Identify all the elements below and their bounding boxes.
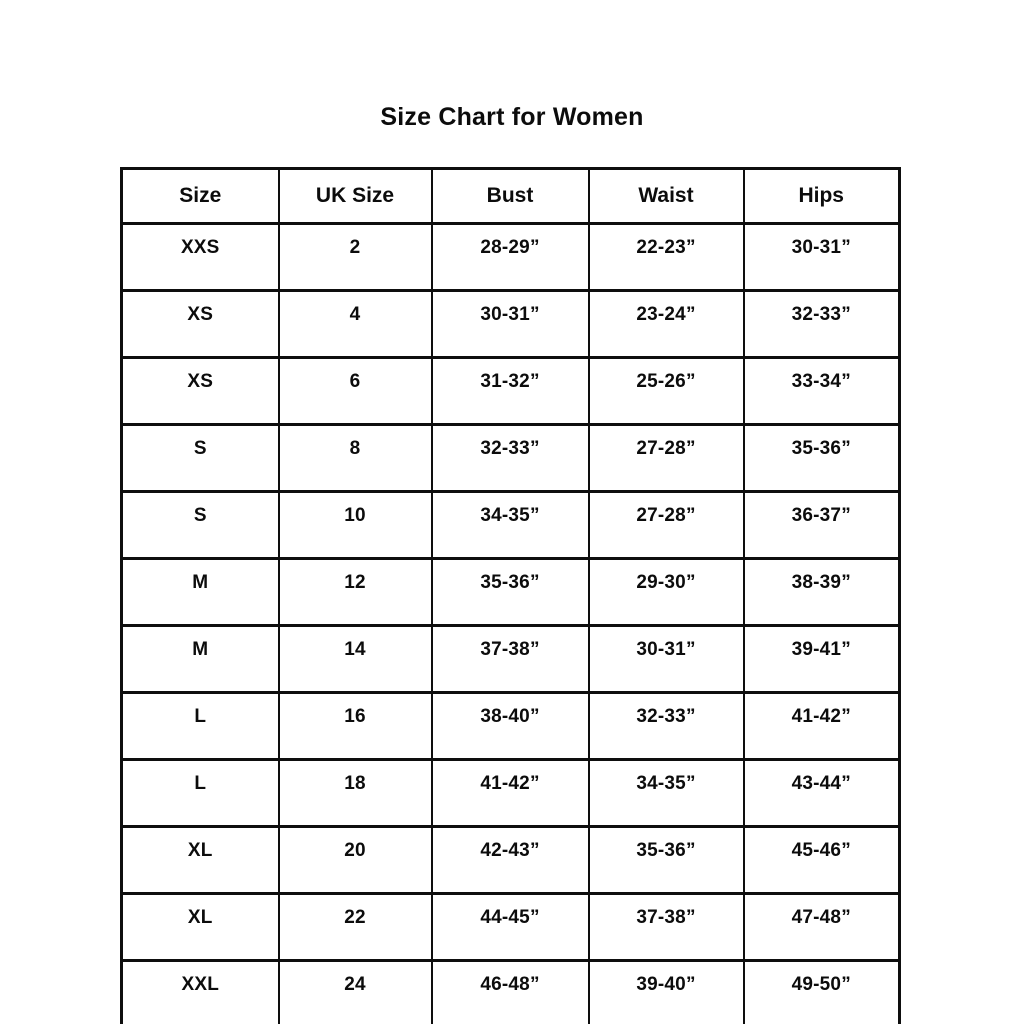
table-cell: 37-38” (430, 624, 590, 694)
table-cell: 46-48” (430, 959, 590, 1024)
column-header: Bust (430, 167, 590, 225)
table-row: M 12 35-36” 29-30” 38-39” (120, 557, 901, 627)
table-cell: 37-38” (587, 892, 745, 962)
table-cell: 41-42” (430, 758, 590, 828)
table-cell: 39-41” (742, 624, 901, 694)
table-cell: 42-43” (430, 825, 590, 895)
table-cell: 29-30” (587, 557, 745, 627)
table-cell: 38-40” (430, 691, 590, 761)
size-chart-table: Size UK Size Bust Waist Hips XXS 2 28-29” 22-23… (120, 167, 901, 1024)
table-row: M 14 37-38” 30-31” 39-41” (120, 624, 901, 694)
table-cell: 44-45” (430, 892, 590, 962)
table-cell: 31-32” (430, 356, 590, 426)
table-cell: 30-31” (587, 624, 745, 694)
table-cell: 27-28” (587, 423, 745, 493)
table-row: XS 4 30-31” 23-24” 32-33” (120, 289, 901, 359)
column-header: Waist (587, 167, 745, 225)
table-cell: 14 (277, 624, 433, 694)
table-header-row: Size UK Size Bust Waist Hips (120, 167, 901, 225)
table-cell: 12 (277, 557, 433, 627)
table-cell: 32-33” (742, 289, 901, 359)
table-row: L 16 38-40” 32-33” 41-42” (120, 691, 901, 761)
table-cell: 32-33” (430, 423, 590, 493)
table-cell: 24 (277, 959, 433, 1024)
table-cell: 36-37” (742, 490, 901, 560)
table-row: XXL 24 46-48” 39-40” 49-50” (120, 959, 901, 1024)
table-cell: XXS (120, 222, 280, 292)
table-cell: S (120, 423, 280, 493)
table-cell: 41-42” (742, 691, 901, 761)
table-cell: XS (120, 289, 280, 359)
table-row: XL 22 44-45” 37-38” 47-48” (120, 892, 901, 962)
table-cell: 35-36” (587, 825, 745, 895)
table-cell: M (120, 624, 280, 694)
table-cell: S (120, 490, 280, 560)
table-cell: 47-48” (742, 892, 901, 962)
table-cell: 30-31” (742, 222, 901, 292)
table-cell: 4 (277, 289, 433, 359)
table-cell: 34-35” (587, 758, 745, 828)
table-cell: XXL (120, 959, 280, 1024)
table-cell: L (120, 691, 280, 761)
table-row: XL 20 42-43” 35-36” 45-46” (120, 825, 901, 895)
table-body: XXS 2 28-29” 22-23” 30-31” XS 4 30-31” 23-24” 32-… (120, 222, 901, 1024)
table-cell: XS (120, 356, 280, 426)
table-cell: 33-34” (742, 356, 901, 426)
table-cell: 28-29” (430, 222, 590, 292)
table-cell: 18 (277, 758, 433, 828)
table-cell: 39-40” (587, 959, 745, 1024)
table-row: XXS 2 28-29” 22-23” 30-31” (120, 222, 901, 292)
table-cell: 27-28” (587, 490, 745, 560)
page-title: Size Chart for Women (380, 103, 644, 131)
table-cell: 22 (277, 892, 433, 962)
table-cell: M (120, 557, 280, 627)
table-cell: 8 (277, 423, 433, 493)
table-cell: 35-36” (742, 423, 901, 493)
table-row: S 8 32-33” 27-28” 35-36” (120, 423, 901, 493)
table-cell: XL (120, 892, 280, 962)
column-header: Hips (742, 167, 901, 225)
table-cell: 25-26” (587, 356, 745, 426)
table-cell: 38-39” (742, 557, 901, 627)
table-cell: 35-36” (430, 557, 590, 627)
table-cell: 43-44” (742, 758, 901, 828)
table-header: Size UK Size Bust Waist Hips (120, 167, 901, 225)
table-cell: XL (120, 825, 280, 895)
table-cell: 10 (277, 490, 433, 560)
table-row: XS 6 31-32” 25-26” 33-34” (120, 356, 901, 426)
table-cell: L (120, 758, 280, 828)
table-cell: 6 (277, 356, 433, 426)
table-row: L 18 41-42” 34-35” 43-44” (120, 758, 901, 828)
table-row: S 10 34-35” 27-28” 36-37” (120, 490, 901, 560)
column-header: UK Size (277, 167, 433, 225)
column-header: Size (120, 167, 280, 225)
table-cell: 49-50” (742, 959, 901, 1024)
table-cell: 30-31” (430, 289, 590, 359)
table-cell: 16 (277, 691, 433, 761)
table-cell: 45-46” (742, 825, 901, 895)
table-cell: 22-23” (587, 222, 745, 292)
table-cell: 34-35” (430, 490, 590, 560)
table-cell: 2 (277, 222, 433, 292)
table-cell: 23-24” (587, 289, 745, 359)
table-cell: 20 (277, 825, 433, 895)
table-cell: 32-33” (587, 691, 745, 761)
